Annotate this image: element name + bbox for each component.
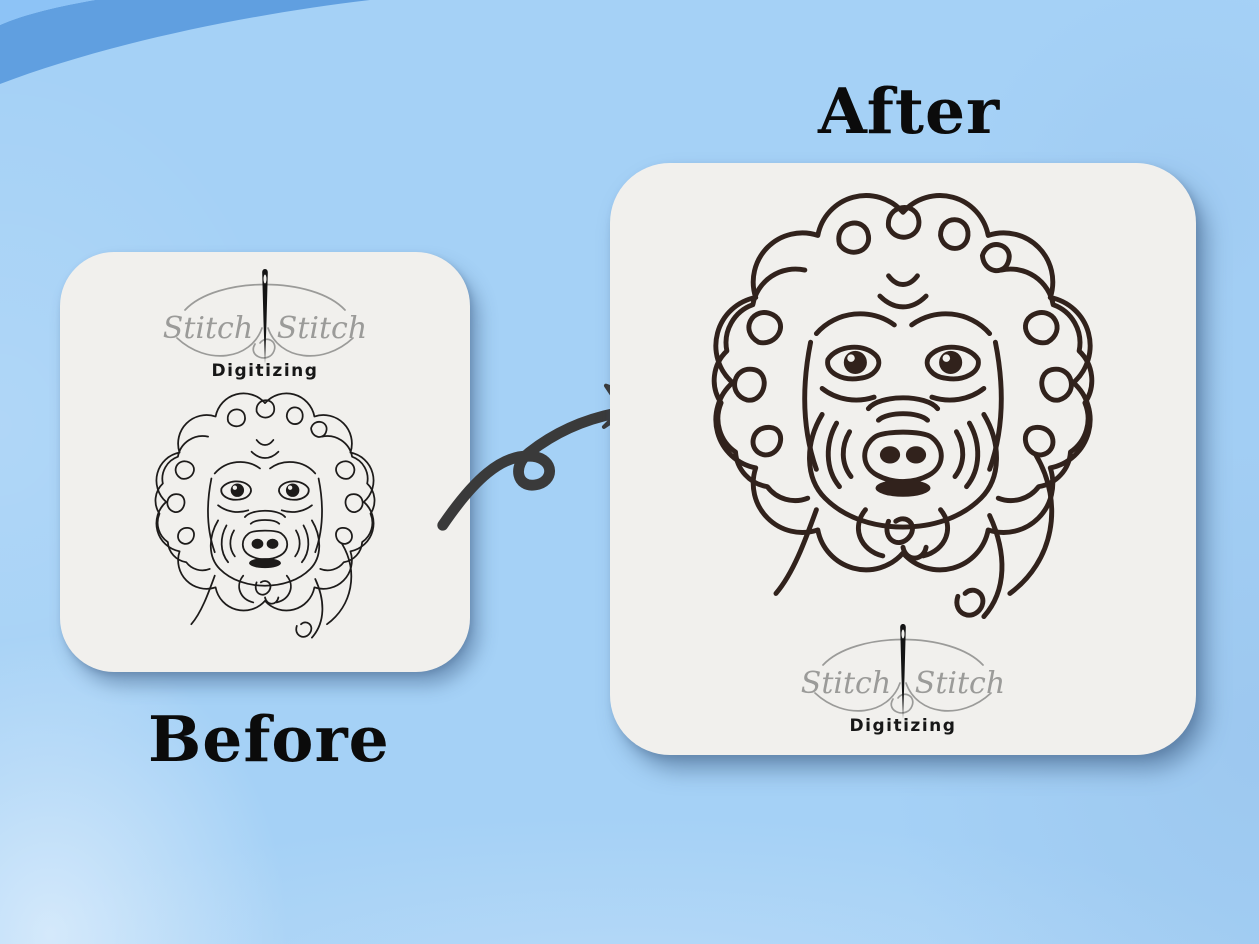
brand-word-left: Stitch <box>163 311 253 346</box>
brand-word-right: Stitch <box>277 311 367 346</box>
brand-word-left: Stitch <box>801 666 891 701</box>
swoosh-dark-band <box>0 0 370 84</box>
after-heading: After <box>818 74 1001 148</box>
brand-logo: Stitch Stitch Digitizing <box>145 264 385 384</box>
brand-subtitle: Digitizing <box>212 361 319 381</box>
brand-logo: Stitch Stitch Digitizing <box>783 619 1023 739</box>
brand-subtitle: Digitizing <box>850 716 957 736</box>
brand-word-right: Stitch <box>915 666 1005 701</box>
before-heading: Before <box>148 702 390 776</box>
before-card: Stitch Stitch Digitizing <box>60 252 470 672</box>
corner-swoosh-shape <box>0 0 370 84</box>
needle-eye <box>263 274 267 284</box>
swoosh-light-corner <box>0 0 95 25</box>
needle-icon <box>900 624 906 719</box>
after-card: Stitch Stitch Digitizing <box>610 163 1196 755</box>
dog-stitch-art-after <box>713 194 1093 618</box>
needle-eye <box>901 629 905 639</box>
dog-line-art-before <box>155 392 375 639</box>
needle-icon <box>262 269 268 364</box>
